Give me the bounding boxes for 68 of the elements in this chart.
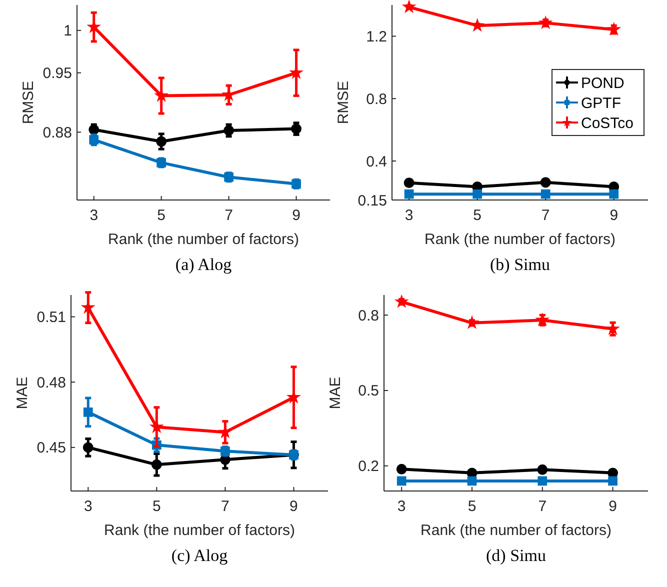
- y-tick-label: 0.48: [36, 374, 66, 392]
- y-tick-label: 0.8: [366, 90, 387, 108]
- text: (a) Alog: [175, 255, 232, 274]
- x-tick-label: 7: [541, 207, 550, 224]
- x-tick-label: 7: [538, 498, 547, 515]
- point: [540, 189, 550, 199]
- point: [404, 178, 414, 188]
- x-tick-label: 5: [468, 498, 476, 515]
- y-tick-label: 1.2: [366, 28, 387, 46]
- y-tick-label: 0.5: [358, 382, 379, 400]
- x-axis-title: Rank (the number of factors): [424, 231, 616, 248]
- legend-label: POND: [581, 74, 625, 92]
- x-tick-label: 5: [157, 207, 166, 224]
- point: [396, 464, 407, 474]
- point: [471, 19, 484, 31]
- y-tick-label: 0.95: [42, 65, 72, 82]
- point: [83, 407, 93, 417]
- y-tick-label: 0.45: [36, 440, 66, 457]
- text: (d) Simu: [486, 546, 546, 565]
- x-tick-label: 9: [610, 207, 618, 224]
- y-tick-label: 0.4: [366, 153, 387, 170]
- point: [82, 442, 94, 453]
- y-axis-title: MAE: [14, 376, 31, 410]
- point: [608, 476, 618, 486]
- x-tick-label: 9: [292, 207, 300, 224]
- y-tick-label: 0.2: [358, 458, 379, 476]
- y-tick-label: 1: [64, 22, 72, 40]
- y-tick-label: 0.8: [358, 307, 379, 324]
- point: [396, 476, 406, 486]
- point: [89, 135, 99, 144]
- point: [88, 20, 100, 32]
- point: [151, 459, 162, 470]
- y-tick-label: 0.15: [358, 192, 387, 210]
- x-tick-label: 7: [224, 207, 233, 224]
- x-tick-label: 5: [473, 207, 482, 224]
- x-axis-title: Rank (the number of factors): [104, 522, 295, 539]
- x-axis-title: Rank (the number of factors): [108, 231, 299, 248]
- x-tick-label: 9: [290, 498, 298, 515]
- point: [472, 189, 482, 199]
- x-tick-label: 3: [404, 207, 414, 224]
- legend-label: CoSTco: [581, 114, 634, 132]
- x-tick-label: 5: [152, 498, 161, 515]
- y-tick-label: 0.88: [42, 124, 72, 142]
- y-axis-title: RMSE: [335, 80, 352, 124]
- text: (c) Alog: [171, 546, 228, 565]
- point: [467, 476, 477, 486]
- point: [539, 16, 552, 28]
- point: [609, 189, 619, 199]
- x-tick-label: 3: [397, 498, 406, 515]
- point: [404, 189, 414, 199]
- point: [537, 464, 548, 475]
- x-tick-label: 7: [221, 498, 230, 515]
- text: (b) Simu: [490, 255, 550, 274]
- x-tick-label: 3: [84, 498, 92, 515]
- x-axis-title: Rank (the number of factors): [420, 522, 612, 539]
- x-tick-label: 9: [608, 498, 617, 515]
- point: [395, 295, 408, 308]
- legend-label: GPTF: [581, 94, 621, 112]
- y-axis-title: RMSE: [20, 80, 37, 124]
- point: [402, 0, 416, 12]
- y-axis-title: MAE: [327, 376, 344, 410]
- point: [150, 420, 163, 432]
- y-tick-label: 0.51: [36, 309, 66, 326]
- point: [540, 177, 551, 188]
- x-tick-label: 3: [90, 207, 98, 224]
- point: [538, 476, 548, 486]
- point: [291, 124, 302, 134]
- point: [156, 136, 167, 147]
